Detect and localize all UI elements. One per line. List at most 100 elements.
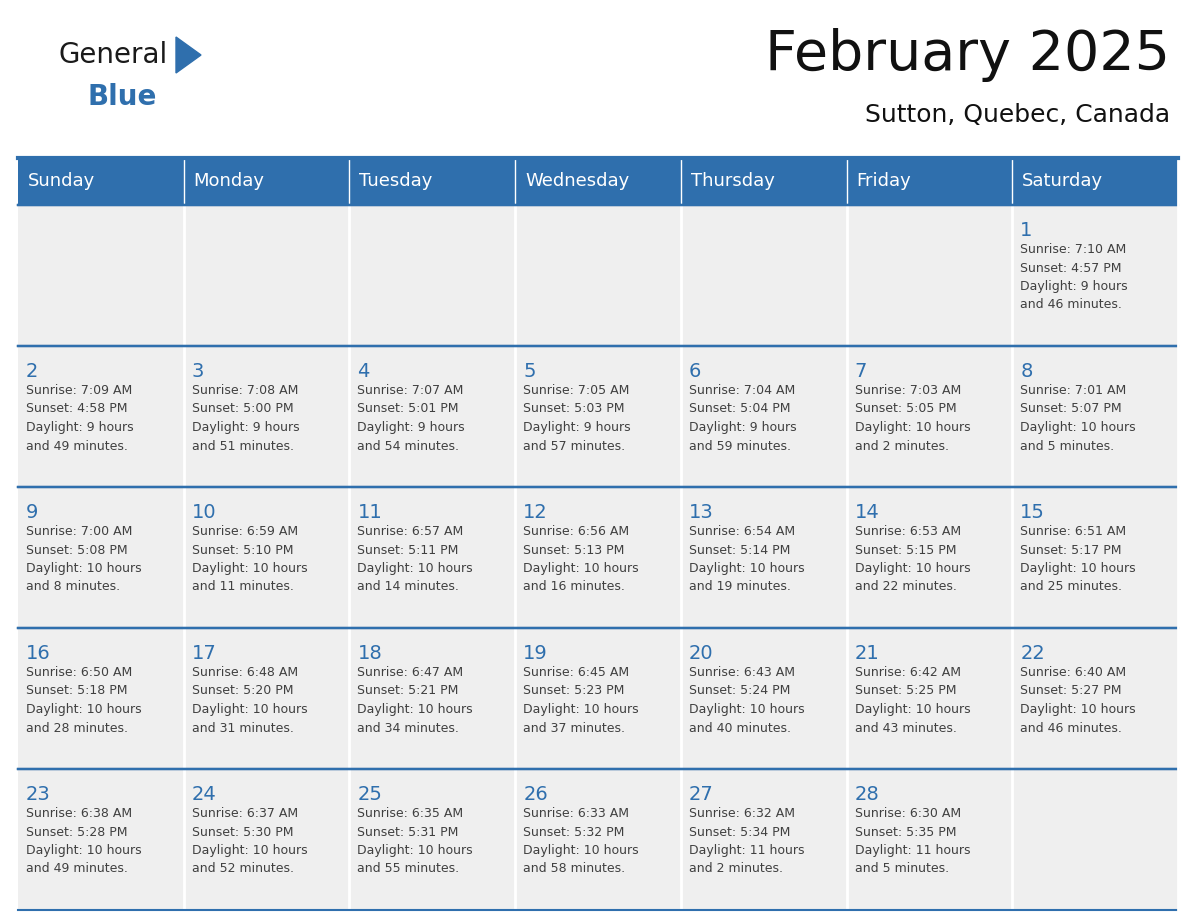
Text: February 2025: February 2025 (765, 28, 1170, 82)
Text: 23: 23 (26, 785, 51, 804)
Text: Saturday: Saturday (1023, 173, 1104, 191)
Text: General: General (58, 41, 168, 69)
Bar (847, 205, 1012, 346)
Bar (847, 158, 1012, 205)
Text: 21: 21 (854, 644, 879, 663)
Text: Monday: Monday (194, 173, 265, 191)
Text: 3: 3 (191, 362, 204, 381)
Text: Sunrise: 7:03 AM
Sunset: 5:05 PM
Daylight: 10 hours
and 2 minutes.: Sunrise: 7:03 AM Sunset: 5:05 PM Dayligh… (854, 384, 971, 453)
Bar (349, 487, 516, 628)
Bar (847, 769, 1012, 910)
Bar (516, 346, 681, 487)
Bar (516, 628, 681, 769)
Text: 27: 27 (689, 785, 714, 804)
Bar (1012, 158, 1178, 205)
Text: Sunrise: 7:09 AM
Sunset: 4:58 PM
Daylight: 9 hours
and 49 minutes.: Sunrise: 7:09 AM Sunset: 4:58 PM Dayligh… (26, 384, 133, 453)
Text: Sunrise: 7:05 AM
Sunset: 5:03 PM
Daylight: 9 hours
and 57 minutes.: Sunrise: 7:05 AM Sunset: 5:03 PM Dayligh… (523, 384, 631, 453)
Text: Sunrise: 6:37 AM
Sunset: 5:30 PM
Daylight: 10 hours
and 52 minutes.: Sunrise: 6:37 AM Sunset: 5:30 PM Dayligh… (191, 807, 308, 876)
Bar (184, 628, 349, 769)
Bar (516, 158, 681, 205)
Text: 13: 13 (689, 503, 714, 522)
Bar (18, 769, 184, 910)
Text: 12: 12 (523, 503, 548, 522)
Bar (681, 158, 847, 205)
Text: 4: 4 (358, 362, 369, 381)
Polygon shape (176, 37, 201, 73)
Text: 17: 17 (191, 644, 216, 663)
Text: Thursday: Thursday (691, 173, 775, 191)
Text: Sunrise: 6:40 AM
Sunset: 5:27 PM
Daylight: 10 hours
and 46 minutes.: Sunrise: 6:40 AM Sunset: 5:27 PM Dayligh… (1020, 666, 1136, 734)
Text: 1: 1 (1020, 221, 1032, 240)
Bar (1012, 628, 1178, 769)
Bar (1012, 487, 1178, 628)
Bar (18, 487, 184, 628)
Bar (349, 346, 516, 487)
Text: 20: 20 (689, 644, 714, 663)
Text: 8: 8 (1020, 362, 1032, 381)
Text: 15: 15 (1020, 503, 1045, 522)
Bar (516, 769, 681, 910)
Text: 18: 18 (358, 644, 383, 663)
Text: Sunrise: 6:45 AM
Sunset: 5:23 PM
Daylight: 10 hours
and 37 minutes.: Sunrise: 6:45 AM Sunset: 5:23 PM Dayligh… (523, 666, 639, 734)
Text: Sunrise: 6:57 AM
Sunset: 5:11 PM
Daylight: 10 hours
and 14 minutes.: Sunrise: 6:57 AM Sunset: 5:11 PM Dayligh… (358, 525, 473, 594)
Text: Sunrise: 7:10 AM
Sunset: 4:57 PM
Daylight: 9 hours
and 46 minutes.: Sunrise: 7:10 AM Sunset: 4:57 PM Dayligh… (1020, 243, 1127, 311)
Text: Sunrise: 6:51 AM
Sunset: 5:17 PM
Daylight: 10 hours
and 25 minutes.: Sunrise: 6:51 AM Sunset: 5:17 PM Dayligh… (1020, 525, 1136, 594)
Text: Sunrise: 6:50 AM
Sunset: 5:18 PM
Daylight: 10 hours
and 28 minutes.: Sunrise: 6:50 AM Sunset: 5:18 PM Dayligh… (26, 666, 141, 734)
Text: Tuesday: Tuesday (360, 173, 432, 191)
Bar (184, 346, 349, 487)
Bar (349, 158, 516, 205)
Bar (681, 769, 847, 910)
Bar (681, 346, 847, 487)
Text: Blue: Blue (88, 83, 157, 111)
Text: Sunrise: 7:04 AM
Sunset: 5:04 PM
Daylight: 9 hours
and 59 minutes.: Sunrise: 7:04 AM Sunset: 5:04 PM Dayligh… (689, 384, 796, 453)
Bar (847, 346, 1012, 487)
Bar (349, 628, 516, 769)
Text: 16: 16 (26, 644, 51, 663)
Text: Sunrise: 6:43 AM
Sunset: 5:24 PM
Daylight: 10 hours
and 40 minutes.: Sunrise: 6:43 AM Sunset: 5:24 PM Dayligh… (689, 666, 804, 734)
Text: 28: 28 (854, 785, 879, 804)
Text: 7: 7 (854, 362, 867, 381)
Bar (184, 487, 349, 628)
Text: Sunrise: 6:33 AM
Sunset: 5:32 PM
Daylight: 10 hours
and 58 minutes.: Sunrise: 6:33 AM Sunset: 5:32 PM Dayligh… (523, 807, 639, 876)
Text: Sutton, Quebec, Canada: Sutton, Quebec, Canada (865, 103, 1170, 127)
Text: Sunrise: 7:08 AM
Sunset: 5:00 PM
Daylight: 9 hours
and 51 minutes.: Sunrise: 7:08 AM Sunset: 5:00 PM Dayligh… (191, 384, 299, 453)
Text: 11: 11 (358, 503, 383, 522)
Text: 6: 6 (689, 362, 701, 381)
Text: 5: 5 (523, 362, 536, 381)
Text: 24: 24 (191, 785, 216, 804)
Text: 14: 14 (854, 503, 879, 522)
Text: Sunrise: 7:01 AM
Sunset: 5:07 PM
Daylight: 10 hours
and 5 minutes.: Sunrise: 7:01 AM Sunset: 5:07 PM Dayligh… (1020, 384, 1136, 453)
Text: Sunrise: 6:35 AM
Sunset: 5:31 PM
Daylight: 10 hours
and 55 minutes.: Sunrise: 6:35 AM Sunset: 5:31 PM Dayligh… (358, 807, 473, 876)
Text: Sunrise: 6:42 AM
Sunset: 5:25 PM
Daylight: 10 hours
and 43 minutes.: Sunrise: 6:42 AM Sunset: 5:25 PM Dayligh… (854, 666, 971, 734)
Bar (847, 628, 1012, 769)
Text: Sunrise: 6:59 AM
Sunset: 5:10 PM
Daylight: 10 hours
and 11 minutes.: Sunrise: 6:59 AM Sunset: 5:10 PM Dayligh… (191, 525, 308, 594)
Text: 10: 10 (191, 503, 216, 522)
Bar (681, 487, 847, 628)
Bar (1012, 205, 1178, 346)
Text: Sunrise: 6:56 AM
Sunset: 5:13 PM
Daylight: 10 hours
and 16 minutes.: Sunrise: 6:56 AM Sunset: 5:13 PM Dayligh… (523, 525, 639, 594)
Bar (184, 769, 349, 910)
Bar (516, 487, 681, 628)
Bar (1012, 769, 1178, 910)
Bar (847, 487, 1012, 628)
Bar (18, 346, 184, 487)
Bar (349, 205, 516, 346)
Text: Sunrise: 6:38 AM
Sunset: 5:28 PM
Daylight: 10 hours
and 49 minutes.: Sunrise: 6:38 AM Sunset: 5:28 PM Dayligh… (26, 807, 141, 876)
Text: Friday: Friday (857, 173, 911, 191)
Text: Sunrise: 6:30 AM
Sunset: 5:35 PM
Daylight: 11 hours
and 5 minutes.: Sunrise: 6:30 AM Sunset: 5:35 PM Dayligh… (854, 807, 971, 876)
Text: 19: 19 (523, 644, 548, 663)
Bar (18, 205, 184, 346)
Bar (184, 158, 349, 205)
Text: 22: 22 (1020, 644, 1045, 663)
Text: 9: 9 (26, 503, 38, 522)
Text: Sunday: Sunday (29, 173, 95, 191)
Text: Wednesday: Wednesday (525, 173, 630, 191)
Text: Sunrise: 6:47 AM
Sunset: 5:21 PM
Daylight: 10 hours
and 34 minutes.: Sunrise: 6:47 AM Sunset: 5:21 PM Dayligh… (358, 666, 473, 734)
Bar (18, 158, 184, 205)
Bar (681, 205, 847, 346)
Text: Sunrise: 6:32 AM
Sunset: 5:34 PM
Daylight: 11 hours
and 2 minutes.: Sunrise: 6:32 AM Sunset: 5:34 PM Dayligh… (689, 807, 804, 876)
Text: 25: 25 (358, 785, 383, 804)
Bar (681, 628, 847, 769)
Text: Sunrise: 7:07 AM
Sunset: 5:01 PM
Daylight: 9 hours
and 54 minutes.: Sunrise: 7:07 AM Sunset: 5:01 PM Dayligh… (358, 384, 465, 453)
Text: 2: 2 (26, 362, 38, 381)
